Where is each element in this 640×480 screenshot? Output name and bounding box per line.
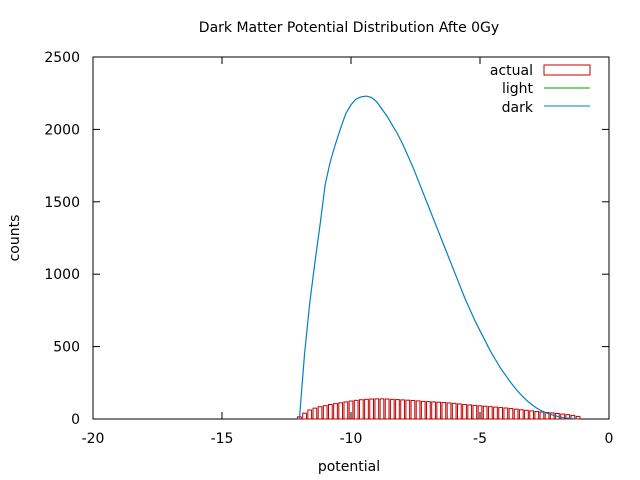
y-tick-label: 0 <box>71 412 80 428</box>
legend-label-actual: actual <box>490 63 533 79</box>
histogram-bar <box>415 400 421 420</box>
histogram-bar <box>477 405 483 420</box>
histogram-bar <box>524 409 529 420</box>
histogram-bar <box>338 402 344 420</box>
legend-label-light: light <box>502 81 534 97</box>
histogram-bar <box>364 398 369 420</box>
histogram-bar <box>333 403 338 420</box>
histogram-bar <box>436 401 442 420</box>
histogram-bar <box>369 398 374 420</box>
legend: actual light dark <box>490 63 591 116</box>
histogram-bar <box>312 407 318 420</box>
y-tick-label: 2000 <box>44 122 80 138</box>
histogram-bar <box>384 398 390 420</box>
histogram-bar <box>307 409 313 420</box>
histogram-bar <box>575 415 581 420</box>
axis-ticks: -20 -15 -10 -5 0 0 500 1000 1500 2000 2500 <box>44 50 613 447</box>
histogram-bar <box>529 410 534 420</box>
histogram-bar <box>441 401 447 420</box>
x-tick-label: -20 <box>82 431 105 447</box>
histogram-bar <box>462 404 467 420</box>
histogram-bar <box>353 399 359 420</box>
histogram-bar <box>420 400 426 420</box>
y-tick-label: 2500 <box>44 50 80 66</box>
histogram-bar <box>426 401 431 420</box>
histogram-bar <box>482 405 488 420</box>
y-tick-label: 1000 <box>44 267 80 283</box>
histogram-bar <box>317 406 323 420</box>
histogram-bar <box>328 404 333 420</box>
histogram-bar <box>343 401 349 420</box>
histogram-bar <box>544 411 550 420</box>
histogram-bar <box>493 406 498 420</box>
histogram-bar <box>472 404 478 420</box>
x-tick-label: -5 <box>473 431 487 447</box>
histogram-bar <box>348 400 354 420</box>
histogram-bar <box>508 408 514 420</box>
histogram-bar <box>549 412 555 420</box>
histogram-bar <box>410 399 416 420</box>
histogram-bar <box>400 399 405 420</box>
histogram-bar <box>302 412 307 420</box>
x-tick-label: -10 <box>340 431 363 447</box>
actual-histogram <box>297 398 581 420</box>
x-axis-label: potential <box>318 459 380 475</box>
histogram-bar <box>358 399 364 420</box>
histogram-bar <box>539 411 545 420</box>
chart-title: Dark Matter Potential Distribution Afte … <box>199 20 499 36</box>
histogram-bar <box>379 398 385 420</box>
y-axis-label: counts <box>7 215 23 262</box>
legend-label-dark: dark <box>502 100 534 116</box>
series-line-dark <box>298 95 579 420</box>
y-tick-label: 500 <box>53 340 80 356</box>
histogram-bar <box>431 401 436 420</box>
histogram-bar <box>565 414 571 420</box>
legend-swatch-actual <box>543 64 591 76</box>
histogram-bar <box>503 407 509 420</box>
histogram-bar <box>389 398 395 420</box>
histogram-bar <box>513 408 519 420</box>
histogram-bar <box>395 399 400 420</box>
histogram-bar <box>446 402 452 420</box>
histogram-bar <box>498 407 503 420</box>
x-tick-label: 0 <box>605 431 614 447</box>
histogram-bar <box>451 402 457 420</box>
histogram-bar <box>457 403 462 420</box>
histogram-bar <box>467 404 473 420</box>
histogram-bar <box>534 410 540 420</box>
histogram-bar <box>322 405 328 420</box>
histogram-bar <box>405 399 411 420</box>
histogram-bar <box>518 409 524 420</box>
histogram-bar <box>374 398 380 420</box>
x-tick-label: -15 <box>211 431 234 447</box>
histogram-bar <box>487 406 493 420</box>
y-tick-label: 1500 <box>44 195 80 211</box>
